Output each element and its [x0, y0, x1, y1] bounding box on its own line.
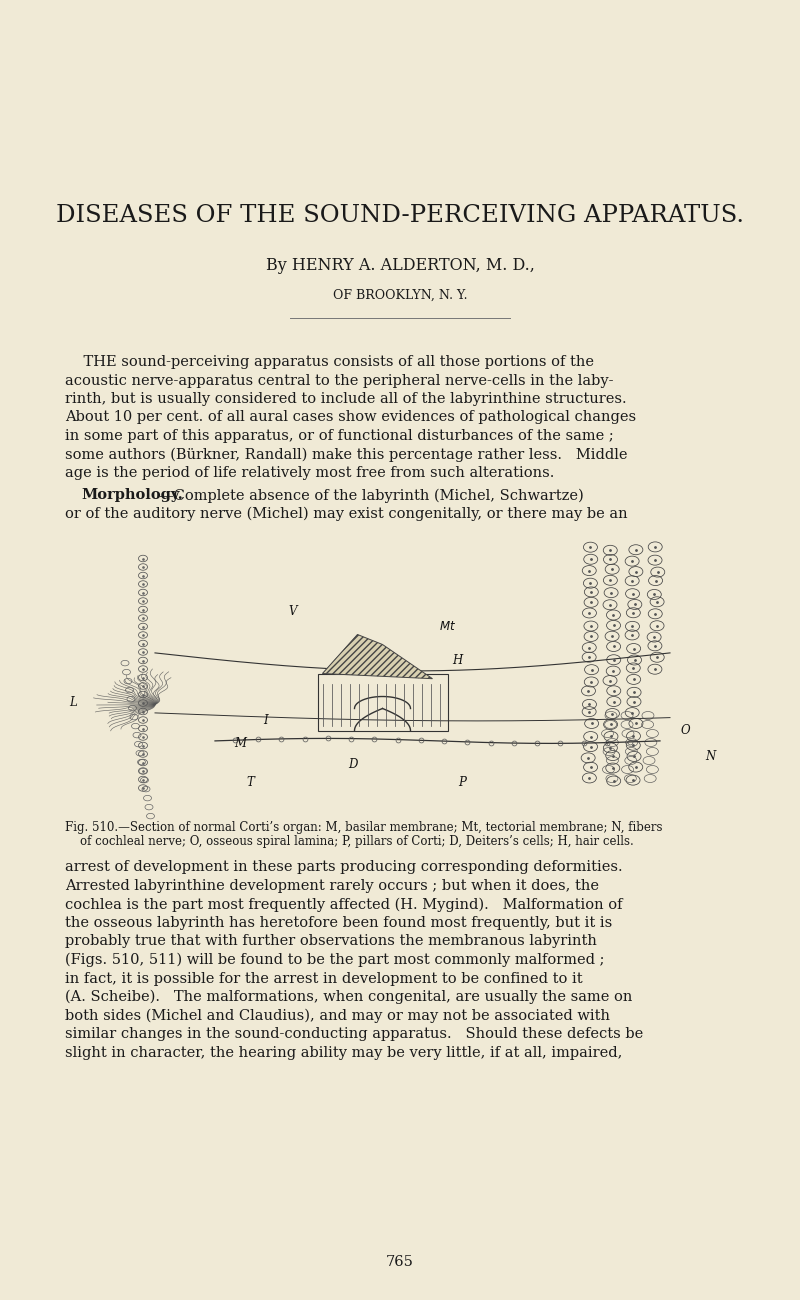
Text: P: P [458, 776, 466, 789]
Text: —Complete absence of the labyrinth (Michel, Schwartze): —Complete absence of the labyrinth (Mich… [159, 489, 584, 503]
Text: M: M [234, 737, 246, 750]
Text: N: N [705, 750, 715, 763]
Text: About 10 per cent. of all aural cases show evidences of pathological changes: About 10 per cent. of all aural cases sh… [65, 411, 636, 425]
Text: arrest of development in these parts producing corresponding deformities.: arrest of development in these parts pro… [65, 861, 622, 875]
Text: both sides (Michel and Claudius), and may or may not be associated with: both sides (Michel and Claudius), and ma… [65, 1009, 610, 1023]
Text: probably true that with further observations the membranous labyrinth: probably true that with further observat… [65, 935, 597, 949]
Text: in fact, it is possible for the arrest in development to be confined to it: in fact, it is possible for the arrest i… [65, 971, 582, 985]
Text: slight in character, the hearing ability may be very little, if at all, impaired: slight in character, the hearing ability… [65, 1045, 622, 1060]
Text: (Figs. 510, 511) will be found to be the part most commonly malformed ;: (Figs. 510, 511) will be found to be the… [65, 953, 605, 967]
Text: some authors (Bürkner, Randall) make this percentage rather less.   Middle: some authors (Bürkner, Randall) make thi… [65, 447, 627, 462]
FancyBboxPatch shape [65, 543, 740, 803]
Text: cochlea is the part most frequently affected (H. Mygind).   Malformation of: cochlea is the part most frequently affe… [65, 897, 622, 911]
Text: T: T [246, 776, 254, 789]
Text: Morphology.: Morphology. [81, 489, 182, 503]
Text: age is the period of life relatively most free from such alterations.: age is the period of life relatively mos… [65, 465, 554, 480]
Text: Fig. 510.—Section of normal Corti’s organ: M, basilar membrane; Mt, tectorial me: Fig. 510.—Section of normal Corti’s orga… [65, 822, 662, 835]
Text: THE sound-perceiving apparatus consists of all those portions of the: THE sound-perceiving apparatus consists … [65, 355, 594, 369]
Text: $Mt$: $Mt$ [439, 620, 456, 633]
Text: similar changes in the sound-conducting apparatus.   Should these defects be: similar changes in the sound-conducting … [65, 1027, 643, 1041]
Text: of cochleal nerve; O, osseous spiral lamina; P, pillars of Corti; D, Deiters’s c: of cochleal nerve; O, osseous spiral lam… [65, 836, 634, 849]
Text: the osseous labyrinth has heretofore been found most frequently, but it is: the osseous labyrinth has heretofore bee… [65, 916, 612, 930]
Text: V: V [288, 604, 297, 617]
Text: OF BROOKLYN, N. Y.: OF BROOKLYN, N. Y. [333, 289, 467, 302]
Text: I: I [262, 714, 267, 727]
Text: acoustic nerve-apparatus central to the peripheral nerve-cells in the laby-: acoustic nerve-apparatus central to the … [65, 373, 614, 387]
Polygon shape [322, 634, 433, 679]
Text: L: L [69, 696, 77, 708]
Text: O: O [680, 724, 690, 737]
Text: 765: 765 [386, 1254, 414, 1269]
Text: H: H [452, 654, 462, 667]
Text: in some part of this apparatus, or of functional disturbances of the same ;: in some part of this apparatus, or of fu… [65, 429, 614, 443]
Text: (A. Scheibe).   The malformations, when congenital, are usually the same on: (A. Scheibe). The malformations, when co… [65, 991, 632, 1005]
Text: Arrested labyrinthine development rarely occurs ; but when it does, the: Arrested labyrinthine development rarely… [65, 879, 599, 893]
Text: DISEASES OF THE SOUND-PERCEIVING APPARATUS.: DISEASES OF THE SOUND-PERCEIVING APPARAT… [56, 204, 744, 226]
Text: rinth, but is usually considered to include all of the labyrinthine structures.: rinth, but is usually considered to incl… [65, 393, 626, 406]
Text: D: D [348, 758, 357, 771]
Text: or of the auditory nerve (Michel) may exist congenitally, or there may be an: or of the auditory nerve (Michel) may ex… [65, 507, 628, 521]
Text: By HENRY A. ALDERTON, M. D.,: By HENRY A. ALDERTON, M. D., [266, 256, 534, 273]
